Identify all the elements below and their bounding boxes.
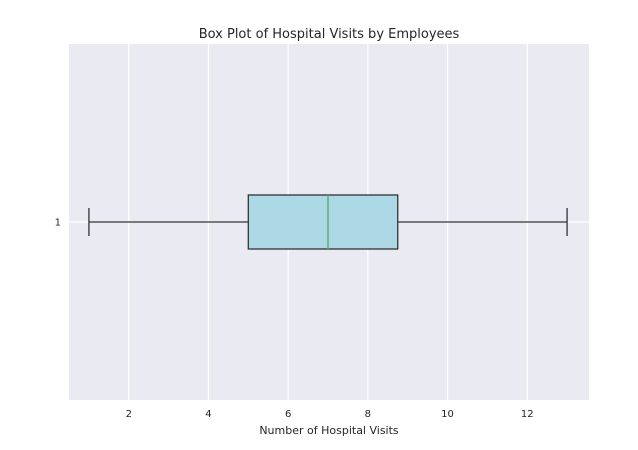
chart-title: Box Plot of Hospital Visits by Employees (199, 27, 460, 42)
x-tick-label: 2 (126, 409, 132, 420)
x-tick-label: 12 (521, 409, 534, 420)
box-group (88, 194, 568, 250)
x-axis-ticks: 2 4 6 8 10 12 (126, 409, 534, 420)
y-axis-ticks: 1 (55, 218, 61, 229)
x-tick-label: 8 (365, 409, 371, 420)
x-tick-label: 6 (285, 409, 291, 420)
y-tick-label: 1 (55, 218, 61, 229)
x-tick-label: 4 (205, 409, 211, 420)
x-tick-label: 10 (441, 409, 454, 420)
interquartile-box (247, 194, 399, 250)
x-axis-label: Number of Hospital Visits (259, 424, 399, 437)
